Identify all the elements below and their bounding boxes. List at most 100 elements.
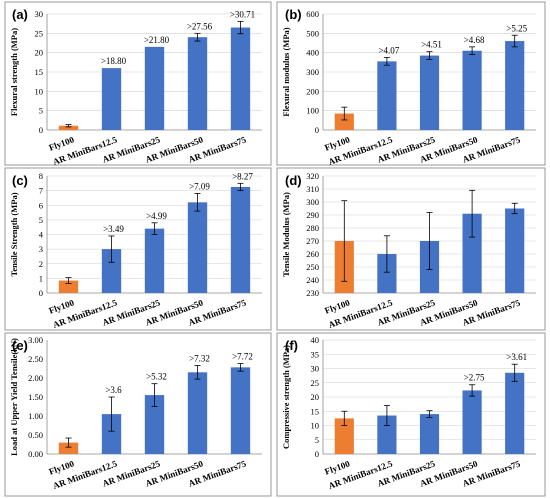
y-tick-label: 230 bbox=[306, 288, 319, 298]
bar-ar-minibars bbox=[377, 61, 397, 130]
panel-letter: (c) bbox=[12, 173, 28, 188]
y-tick-label: 250 bbox=[306, 262, 319, 272]
y-tick-label: 6 bbox=[39, 200, 43, 210]
bar-ar-minibars bbox=[505, 208, 525, 293]
y-tick-label: 5 bbox=[39, 215, 43, 225]
data-label: >5.32 bbox=[146, 372, 167, 382]
y-axis-title: Compressive strength (MPa) bbox=[281, 345, 291, 449]
y-tick-label: 2.50 bbox=[28, 354, 43, 364]
bar-ar-minibars bbox=[101, 68, 122, 130]
bar-ar-minibars bbox=[187, 372, 208, 454]
y-tick-label: 30 bbox=[311, 364, 320, 374]
panel-letter: (a) bbox=[12, 7, 28, 22]
bar-ar-minibars bbox=[230, 27, 251, 130]
y-tick-label: 5 bbox=[315, 435, 319, 445]
bar-ar-minibars bbox=[187, 37, 208, 131]
bar-ar-minibars bbox=[144, 395, 165, 454]
data-label: >18.80 bbox=[101, 56, 127, 66]
y-tick-label: 30 bbox=[35, 9, 44, 19]
data-label: >4.68 bbox=[464, 35, 485, 45]
bar-ar-minibars bbox=[419, 55, 440, 130]
y-tick-label: 3.00 bbox=[28, 335, 43, 345]
bar-ar-minibars bbox=[377, 254, 397, 293]
y-tick-label: 1 bbox=[39, 273, 43, 283]
bar-ar-minibars bbox=[462, 50, 482, 130]
panel-letter: (f) bbox=[285, 338, 298, 353]
y-axis-title: Tensile Modulus (MPa) bbox=[281, 192, 291, 277]
chart-panel-6: 0 5 10 15 20 25 30 35 40 Compressive strength (MP… bbox=[276, 332, 546, 497]
data-label: >3.6 bbox=[105, 385, 122, 395]
y-tick-label: 310 bbox=[306, 184, 319, 194]
y-tick-label: 10 bbox=[35, 86, 44, 96]
data-label: >7.09 bbox=[189, 182, 210, 192]
y-tick-label: 200 bbox=[306, 86, 319, 96]
y-tick-label: 5 bbox=[39, 106, 43, 116]
data-label: >30.71 bbox=[230, 9, 255, 19]
data-label: >4.07 bbox=[378, 46, 399, 56]
panel-frame bbox=[276, 167, 546, 331]
y-tick-label: 1.00 bbox=[28, 411, 43, 421]
bar-fly100 bbox=[334, 113, 354, 130]
data-label: >7.32 bbox=[189, 353, 210, 363]
bar-ar-minibars bbox=[462, 213, 482, 293]
y-tick-label: 0 bbox=[315, 449, 319, 459]
y-tick-label: 500 bbox=[306, 28, 319, 38]
y-tick-label: 25 bbox=[311, 378, 320, 388]
bar-fly100 bbox=[58, 280, 79, 293]
data-label: >4.51 bbox=[421, 40, 442, 50]
data-label: >7.72 bbox=[232, 352, 253, 362]
y-tick-label: 270 bbox=[306, 236, 319, 246]
panel-letter: (e) bbox=[12, 338, 28, 353]
bar-ar-minibars bbox=[377, 415, 397, 454]
y-tick-label: 300 bbox=[306, 197, 319, 207]
bar-fly100 bbox=[58, 442, 79, 454]
panel-frame bbox=[276, 332, 546, 497]
y-tick-label: 2.00 bbox=[28, 373, 43, 383]
y-tick-label: 260 bbox=[306, 249, 319, 259]
bar-ar-minibars bbox=[230, 186, 251, 293]
bar-fly100 bbox=[334, 418, 354, 454]
panel-frame bbox=[4, 1, 272, 166]
bar-ar-minibars bbox=[144, 228, 165, 293]
data-label: >8.27 bbox=[232, 171, 253, 181]
y-tick-label: 25 bbox=[35, 28, 44, 38]
y-tick-label: 40 bbox=[311, 335, 320, 345]
y-tick-label: 7 bbox=[39, 186, 43, 196]
y-tick-label: 0 bbox=[39, 288, 43, 298]
y-tick-label: 240 bbox=[306, 275, 319, 285]
bar-ar-minibars bbox=[187, 202, 208, 293]
bar-ar-minibars bbox=[144, 46, 165, 130]
y-tick-label: 100 bbox=[306, 106, 319, 116]
y-tick-label: 600 bbox=[306, 9, 319, 19]
y-tick-label: 20 bbox=[311, 392, 320, 402]
y-axis-title: Flexural modulus (MPa) bbox=[281, 27, 291, 116]
data-label: >2.75 bbox=[464, 373, 485, 383]
chart-panel-5: 0.00 0.50 1.00 1.50 2.00 2.50 3.00 Load at Uppe… bbox=[4, 332, 272, 497]
y-tick-label: 320 bbox=[306, 171, 319, 181]
y-tick-label: 0.50 bbox=[28, 430, 43, 440]
panel-letter: (b) bbox=[285, 7, 302, 22]
data-label: >21.80 bbox=[144, 35, 170, 45]
bar-ar-minibars bbox=[505, 372, 525, 454]
y-tick-label: 15 bbox=[35, 67, 44, 77]
bar-ar-minibars bbox=[101, 249, 122, 293]
chart-panel-4: 230 240 250 260 270 280 290 300 310 320 Tensile Mo… bbox=[276, 167, 546, 331]
y-tick-label: 290 bbox=[306, 210, 319, 220]
chart-panel-2: 0 100 200 300 400 500 600 Flexural modulus (MPa… bbox=[276, 1, 546, 167]
bar-ar-minibars bbox=[505, 41, 525, 130]
y-tick-label: 10 bbox=[311, 421, 320, 431]
y-tick-label: 300 bbox=[306, 67, 319, 77]
y-tick-label: 280 bbox=[306, 223, 319, 233]
panel-frame bbox=[4, 332, 272, 497]
y-tick-label: 2 bbox=[39, 259, 43, 269]
y-tick-label: 35 bbox=[311, 349, 320, 359]
y-tick-label: 15 bbox=[311, 406, 320, 416]
bar-ar-minibars bbox=[419, 414, 440, 454]
bar-ar-minibars bbox=[462, 390, 482, 454]
panel-frame bbox=[276, 1, 546, 166]
y-tick-label: 400 bbox=[306, 48, 319, 58]
y-tick-label: 0 bbox=[39, 125, 43, 135]
